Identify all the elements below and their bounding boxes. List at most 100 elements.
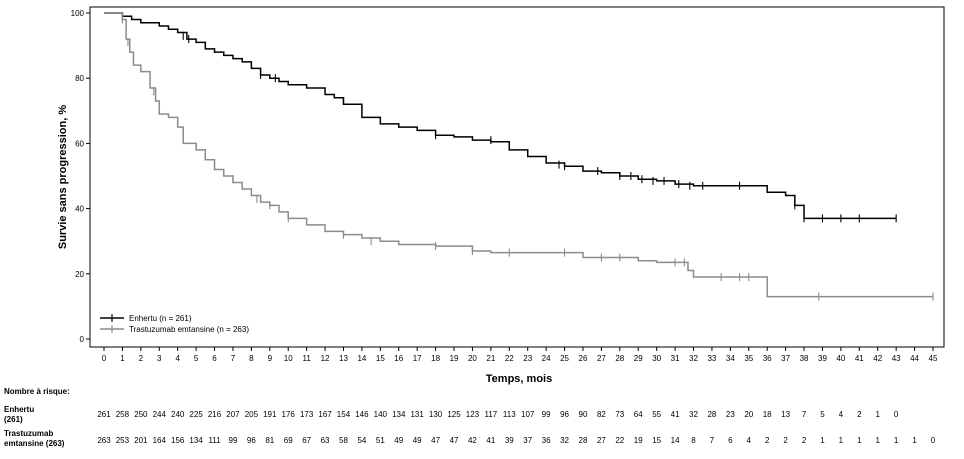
risk-value-trastuzumab: 2 <box>802 436 807 445</box>
risk-value-trastuzumab: 69 <box>284 436 293 445</box>
risk-value-trastuzumab: 1 <box>820 436 825 445</box>
risk-value-enhertu: 90 <box>579 410 588 419</box>
risk-value-trastuzumab: 6 <box>728 436 733 445</box>
risk-value-enhertu: 4 <box>839 410 844 419</box>
risk-value-enhertu: 205 <box>245 410 259 419</box>
risk-value-trastuzumab: 1 <box>876 436 881 445</box>
risk-value-enhertu: 0 <box>894 410 899 419</box>
x-tick-label: 0 <box>102 354 107 363</box>
risk-value-trastuzumab: 27 <box>597 436 606 445</box>
risk-value-enhertu: 225 <box>189 410 203 419</box>
risk-value-enhertu: 113 <box>503 410 516 419</box>
x-tick-label: 16 <box>394 354 403 363</box>
x-tick-label: 27 <box>597 354 606 363</box>
x-tick-label: 24 <box>542 354 551 363</box>
risk-value-trastuzumab: 42 <box>468 436 477 445</box>
risk-value-trastuzumab: 54 <box>357 436 366 445</box>
x-tick-label: 23 <box>523 354 532 363</box>
risk-value-enhertu: 1 <box>876 410 881 419</box>
y-tick-label: 60 <box>75 139 84 148</box>
risk-value-enhertu: 207 <box>226 410 240 419</box>
risk-value-enhertu: 107 <box>521 410 535 419</box>
risk-value-enhertu: 167 <box>318 410 332 419</box>
risk-row-label-enhertu-1: Enhertu <box>4 405 34 414</box>
risk-value-enhertu: 82 <box>597 410 606 419</box>
risk-value-enhertu: 55 <box>652 410 661 419</box>
x-tick-label: 11 <box>302 354 311 363</box>
y-axis-title: Survie sans progression, % <box>57 105 69 249</box>
x-tick-label: 33 <box>707 354 716 363</box>
x-tick-label: 7 <box>231 354 236 363</box>
risk-value-trastuzumab: 1 <box>839 436 844 445</box>
x-tick-label: 28 <box>615 354 624 363</box>
risk-value-enhertu: 73 <box>615 410 624 419</box>
risk-value-enhertu: 146 <box>355 410 369 419</box>
risk-value-trastuzumab: 7 <box>710 436 715 445</box>
risk-value-enhertu: 173 <box>300 410 314 419</box>
x-tick-label: 3 <box>157 354 162 363</box>
risk-value-enhertu: 258 <box>116 410 130 419</box>
risk-value-enhertu: 13 <box>781 410 790 419</box>
risk-value-trastuzumab: 1 <box>894 436 899 445</box>
x-tick-label: 14 <box>357 354 366 363</box>
x-tick-label: 34 <box>726 354 735 363</box>
risk-value-enhertu: 134 <box>392 410 406 419</box>
risk-value-trastuzumab: 8 <box>691 436 696 445</box>
risk-value-trastuzumab: 164 <box>153 436 167 445</box>
risk-value-enhertu: 18 <box>763 410 772 419</box>
x-tick-label: 4 <box>175 354 180 363</box>
risk-value-trastuzumab: 49 <box>413 436 422 445</box>
risk-value-trastuzumab: 47 <box>450 436 459 445</box>
y-tick-label: 100 <box>71 9 85 18</box>
x-tick-label: 38 <box>800 354 809 363</box>
x-tick-label: 25 <box>560 354 569 363</box>
risk-value-trastuzumab: 4 <box>747 436 752 445</box>
risk-value-enhertu: 250 <box>134 410 148 419</box>
risk-value-enhertu: 2 <box>857 410 862 419</box>
risk-value-trastuzumab: 49 <box>394 436 403 445</box>
x-tick-label: 22 <box>505 354 514 363</box>
x-tick-label: 35 <box>744 354 753 363</box>
x-tick-label: 5 <box>194 354 199 363</box>
y-tick-label: 40 <box>75 205 84 214</box>
x-tick-label: 31 <box>671 354 680 363</box>
x-tick-label: 18 <box>431 354 440 363</box>
x-tick-label: 32 <box>689 354 698 363</box>
risk-value-trastuzumab: 0 <box>931 436 936 445</box>
risk-row-label-trastuzumab-2: emtansine (263) <box>4 439 65 448</box>
risk-value-enhertu: 64 <box>634 410 643 419</box>
risk-value-trastuzumab: 253 <box>116 436 130 445</box>
risk-value-trastuzumab: 15 <box>652 436 661 445</box>
risk-value-trastuzumab: 19 <box>634 436 643 445</box>
x-tick-label: 8 <box>249 354 254 363</box>
risk-value-enhertu: 125 <box>447 410 461 419</box>
risk-value-trastuzumab: 58 <box>339 436 348 445</box>
risk-row-label-trastuzumab-1: Trastuzumab <box>4 429 53 438</box>
x-tick-label: 39 <box>818 354 827 363</box>
risk-value-trastuzumab: 41 <box>486 436 495 445</box>
risk-value-enhertu: 191 <box>263 410 277 419</box>
series-line-trastuzumab <box>104 12 933 298</box>
risk-value-enhertu: 23 <box>726 410 735 419</box>
series-line-enhertu <box>104 12 897 220</box>
risk-value-enhertu: 140 <box>374 410 388 419</box>
y-axis: 0 20 40 60 80 100 <box>71 9 90 344</box>
risk-value-trastuzumab: 111 <box>208 436 221 445</box>
risk-value-trastuzumab: 201 <box>134 436 148 445</box>
risk-value-trastuzumab: 28 <box>579 436 588 445</box>
risk-value-enhertu: 20 <box>744 410 753 419</box>
y-tick-label: 20 <box>75 270 84 279</box>
x-tick-label: 20 <box>468 354 477 363</box>
legend: Enhertu (n = 261) Trastuzumab emtansine … <box>100 314 249 334</box>
risk-value-enhertu: 154 <box>337 410 351 419</box>
risk-value-trastuzumab: 81 <box>265 436 274 445</box>
risk-value-trastuzumab: 51 <box>376 436 385 445</box>
risk-value-trastuzumab: 37 <box>523 436 532 445</box>
x-tick-label: 15 <box>376 354 385 363</box>
risk-value-enhertu: 28 <box>707 410 716 419</box>
x-tick-label: 40 <box>836 354 845 363</box>
x-tick-label: 37 <box>781 354 790 363</box>
risk-value-trastuzumab: 96 <box>247 436 256 445</box>
x-tick-label: 12 <box>321 354 330 363</box>
x-tick-label: 6 <box>212 354 217 363</box>
